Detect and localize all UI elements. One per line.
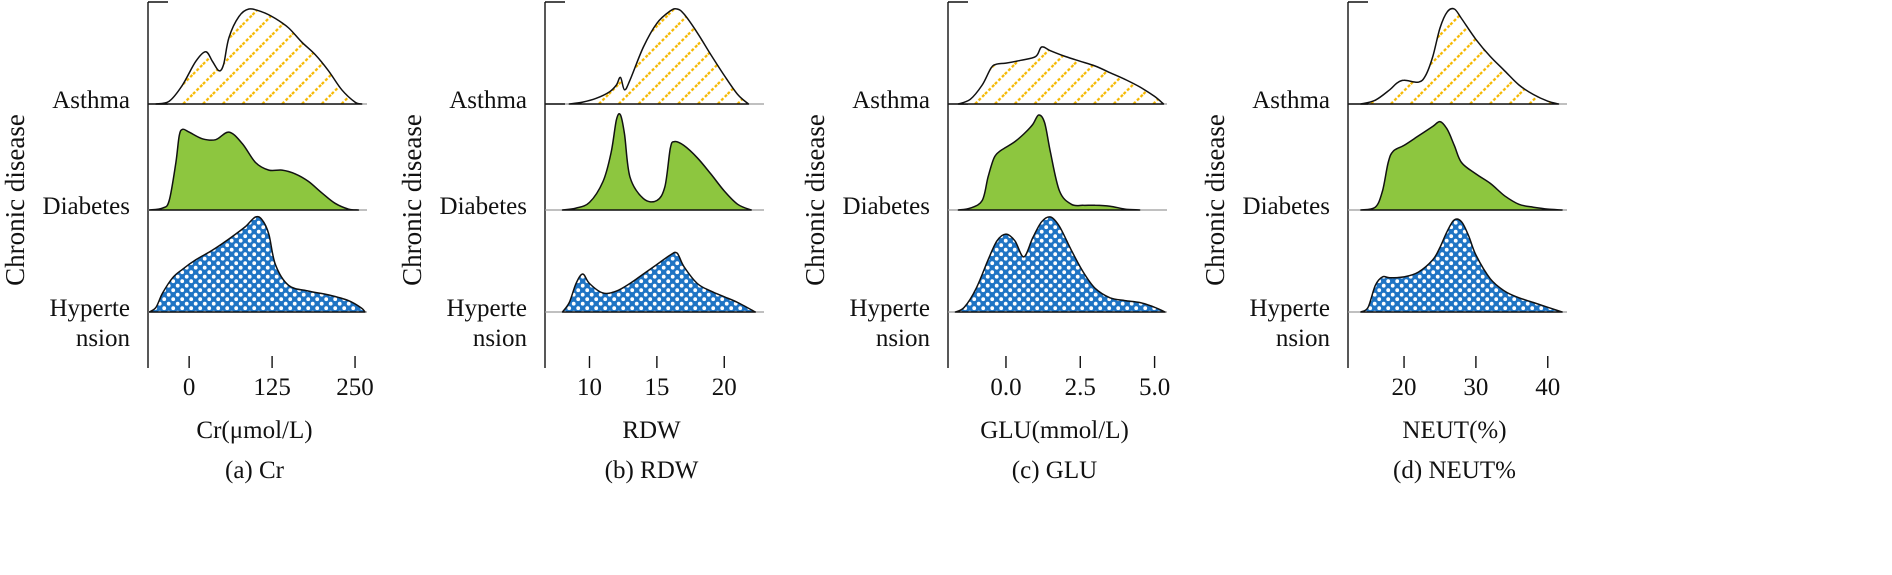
category-label: Diabetes [843,193,930,220]
panel-caption: (c) GLU [1012,457,1097,484]
panel-3: Asthma Diabetes Hyperte nsion Chronic diseas… [1200,1,1567,484]
category-label-line: Hyperte [446,295,527,322]
category-label-line: Asthma [852,87,930,114]
x-axis-label: GLU(mmol/L) [980,417,1129,444]
panel-1: Asthma Diabetes Hyperte nsion Chronic diseas… [397,1,764,484]
ridge-diabetes [561,113,752,211]
x-tick-label: 20 [1392,374,1417,401]
panel-caption: (d) NEUT% [1393,457,1516,484]
category-label-line: Diabetes [43,193,130,220]
y-axis-label: Chronic disease [0,114,30,286]
category-label-line: nsion [76,325,131,352]
category-label: Asthma [52,87,130,114]
category-label-line: Asthma [449,87,527,114]
category-label: Hyperte nsion [446,295,527,352]
category-label-line: Diabetes [1243,193,1330,220]
category-label-line: nsion [473,325,528,352]
ridge-diabetes [1360,120,1563,211]
y-axis-label: Chronic disease [397,114,427,286]
category-label-line: Hyperte [49,295,130,322]
x-axis-label: NEUT(%) [1402,417,1506,444]
panel-caption: (b) RDW [605,457,699,484]
category-label-line: Asthma [1252,87,1330,114]
x-tick-label: 20 [712,374,737,401]
ridge-hypertension [148,215,366,313]
x-axis-label: RDW [622,417,681,444]
category-label-line: Diabetes [440,193,527,220]
ridge-diabetes [148,128,360,211]
category-label: Diabetes [1243,193,1330,220]
x-tick-label: 0.0 [990,374,1021,401]
x-tick-label: 30 [1463,374,1488,401]
category-label-line: nsion [1276,325,1331,352]
category-label-line: Diabetes [843,193,930,220]
category-label: Hyperte nsion [1249,295,1330,352]
y-axis-label: Chronic disease [1200,114,1230,286]
ridge-hypertension [1360,218,1563,313]
y-axis-label: Chronic disease [800,114,830,286]
category-label-line: Hyperte [1249,295,1330,322]
x-tick-label: 15 [644,374,669,401]
category-label-line: Asthma [52,87,130,114]
x-tick-label: 250 [336,374,374,401]
category-label: Asthma [449,87,527,114]
category-label-line: nsion [876,325,931,352]
x-tick-label: 10 [577,374,602,401]
panel-2: Asthma Diabetes Hyperte nsion Chronic diseas… [800,1,1170,484]
category-label: Diabetes [43,193,130,220]
category-label: Hyperte nsion [49,295,130,352]
panel-0: Asthma Diabetes Hyperte nsion Chronic diseas… [0,1,374,484]
x-tick-label: 2.5 [1065,374,1096,401]
ridge-asthma [957,46,1165,105]
ridge-hypertension [954,216,1166,313]
x-tick-label: 5.0 [1139,374,1170,401]
x-tick-label: 125 [253,374,291,401]
x-tick-label: 40 [1535,374,1560,401]
ridge-asthma [1360,7,1560,105]
category-label: Diabetes [440,193,527,220]
ridge-asthma [155,8,363,105]
x-tick-label: 0 [183,374,196,401]
category-label: Hyperte nsion [849,295,930,352]
category-label: Asthma [1252,87,1330,114]
ridge-diabetes [957,114,1141,211]
category-label: Asthma [852,87,930,114]
panel-caption: (a) Cr [225,457,285,484]
x-axis-label: Cr(μmol/L) [196,417,312,444]
ridge-asthma [568,7,750,105]
category-label-line: Hyperte [849,295,930,322]
ridge-hypertension [561,251,757,313]
